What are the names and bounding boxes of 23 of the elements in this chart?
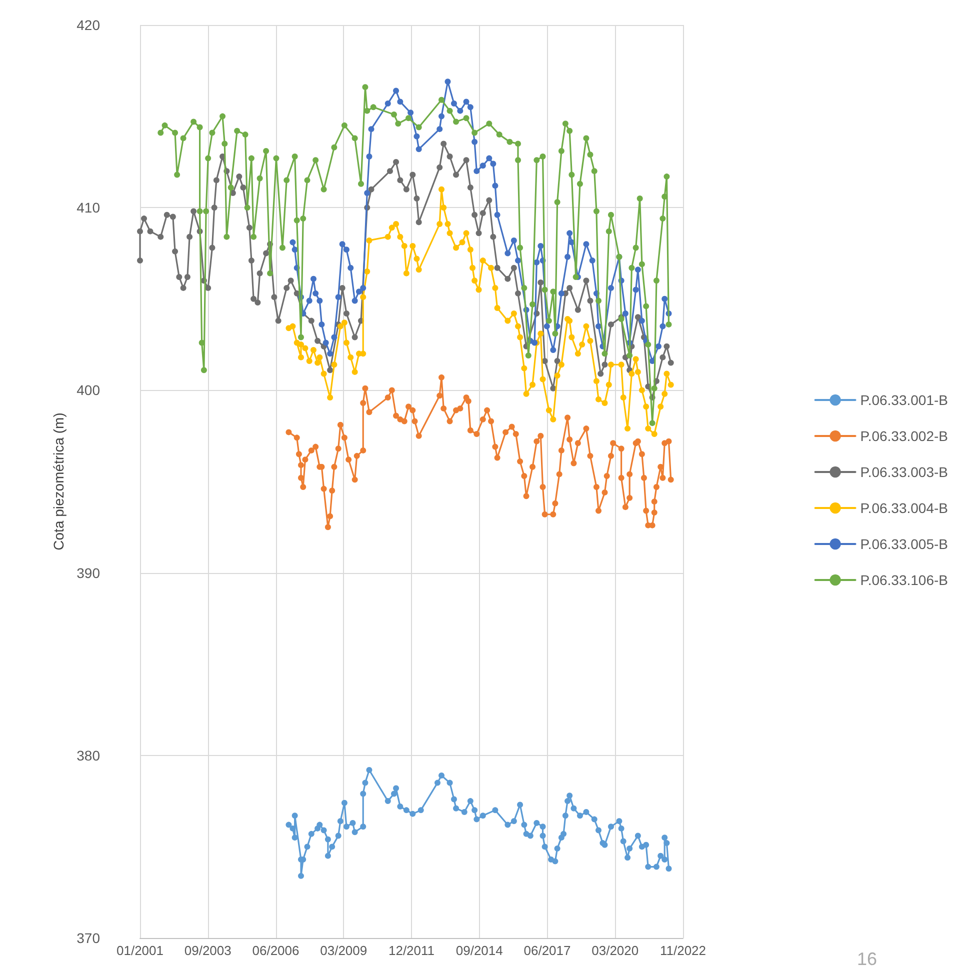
text: 16 — [856, 949, 877, 970]
y-axis-title: Cota piezométrica (m) — [50, 412, 67, 550]
y-tick-label: 390 — [76, 564, 100, 581]
legend-label: P.06.33.001-B — [860, 392, 948, 408]
x-tick-label: 03/2020 — [592, 943, 639, 958]
y-tick-label: 370 — [76, 930, 100, 946]
x-tick-label: 01/2001 — [116, 943, 164, 958]
legend-label: P.06.33.003-B — [860, 464, 948, 480]
legend-label: P.06.33.005-B — [860, 536, 948, 552]
legend-label: P.06.33.004-B — [860, 500, 948, 516]
legend-label: P.06.33.106-B — [860, 572, 948, 588]
y-tick-label: 380 — [76, 747, 100, 764]
x-tick-label: 11/2022 — [660, 943, 706, 958]
y-tick-label: 400 — [76, 382, 100, 398]
y-tick-label: 420 — [76, 17, 100, 33]
x-tick-label: 06/2017 — [524, 943, 571, 958]
x-tick-label: 12/2011 — [388, 943, 435, 958]
x-tick-label: 09/2014 — [456, 943, 503, 958]
x-tick-label: 06/2006 — [252, 943, 300, 958]
legend-label: P.06.33.002-B — [860, 428, 948, 444]
x-tick-label: 09/2003 — [184, 943, 232, 958]
x-tick-label: 03/2009 — [320, 943, 368, 958]
y-tick-label: 410 — [76, 200, 100, 216]
